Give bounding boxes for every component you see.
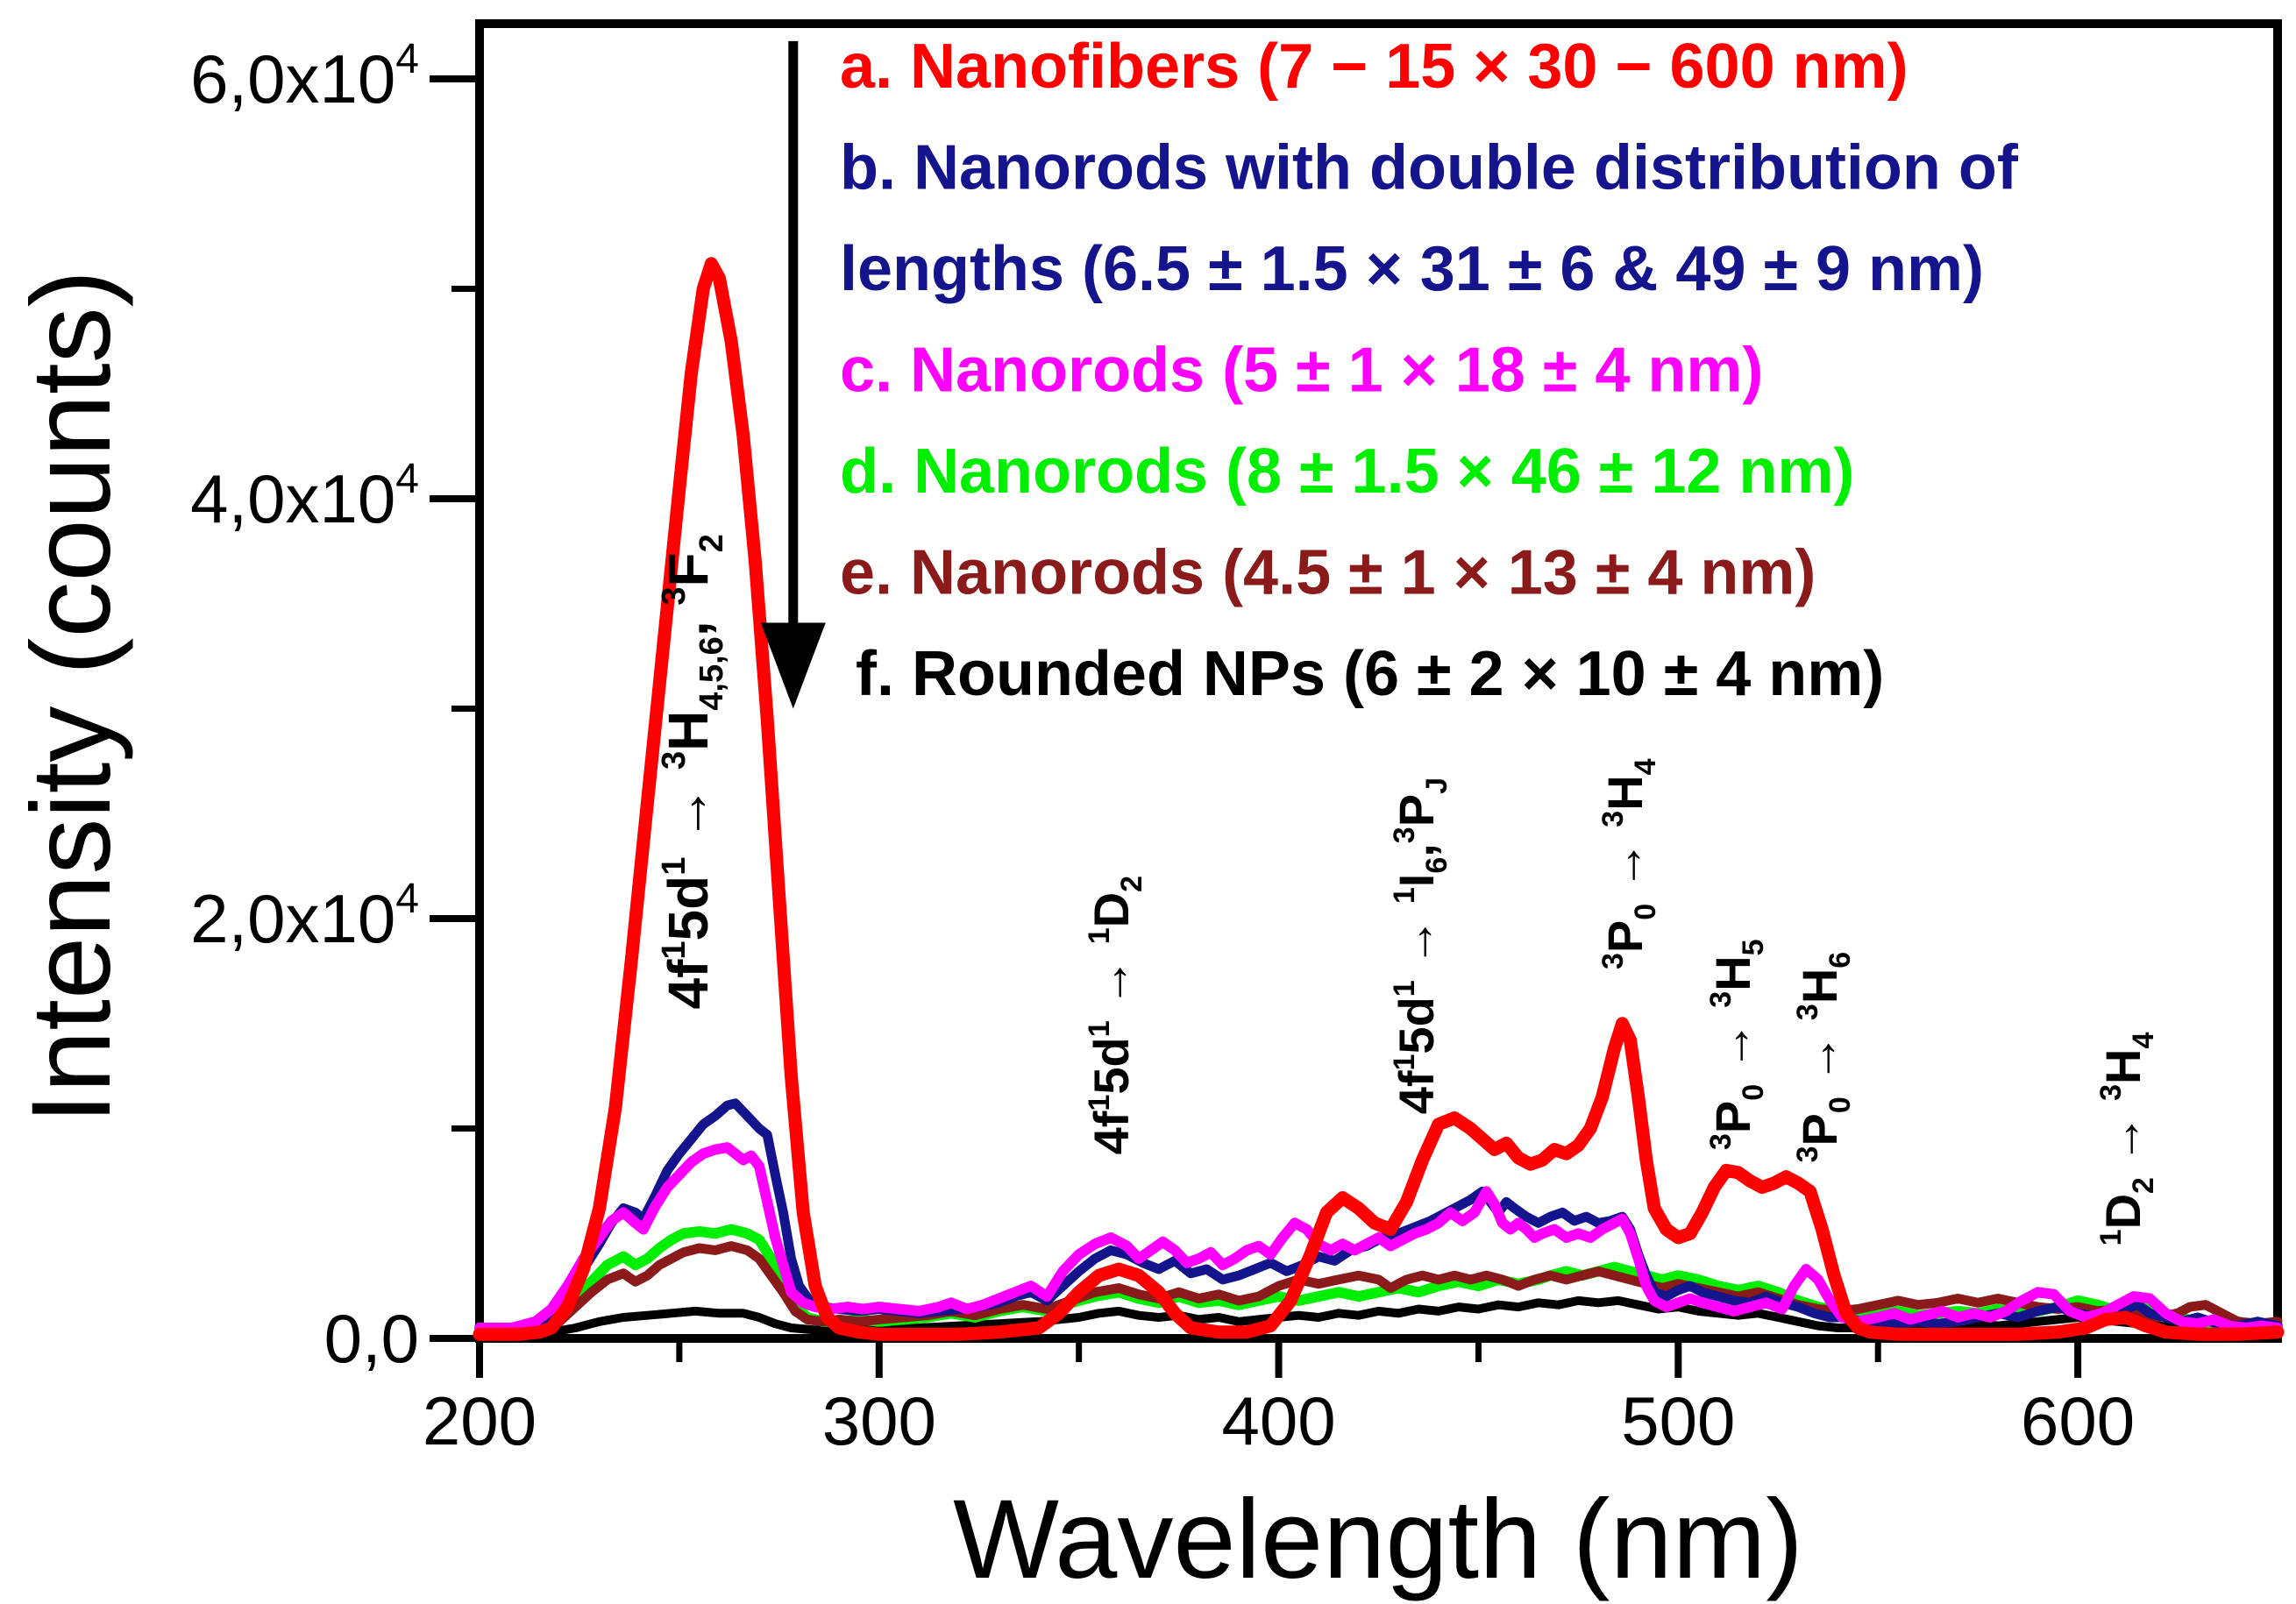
legend-line-7: f. Rounded NPs (6 ± 2 × 10 ± 4 nm)	[856, 639, 1884, 709]
legend-line-2: b. Nanorods with double distribution of	[840, 133, 2019, 203]
plot-frame	[475, 19, 2282, 1343]
transition-label-t3: 4f15d1 → 1I6,3PJ	[1388, 777, 1454, 1114]
transition-label-t5: 3P0 → 3H5	[1704, 939, 1770, 1150]
y-tick-label: 4,0x104	[190, 456, 419, 537]
legend-line-6: e. Nanorods (4.5 ± 1 × 13 ± 4 nm)	[840, 538, 1816, 608]
y-tick-label: 6,0x104	[190, 36, 419, 117]
transition-label-t7: 1D2 → 3H4	[2094, 1033, 2160, 1246]
y-axis: 0,0 2,0x104 4,0x104 6,0x104	[190, 36, 480, 1377]
series-a-curve	[473, 257, 2285, 1341]
transition-label-t1: 4f15d1 → 3H4,5,6, 3F2	[656, 534, 730, 1009]
x-tick-label: 500	[1621, 1382, 1735, 1459]
legend-line-4: c. Nanorods (5 ± 1 × 18 ± 4 nm)	[840, 336, 1763, 406]
y-tick-label: 2,0x104	[190, 876, 419, 957]
transition-annotations: 4f15d1 → 3H4,5,6, 3F2 4f15d1 → 1D2 4f15d1 …	[656, 534, 2160, 1246]
legend-line-1: a. Nanofibers (7 − 15 × 30 − 600 nm)	[840, 32, 1909, 102]
legend-line-3: lengths (6.5 ± 1.5 × 31 ± 6 & 49 ± 9 nm)	[840, 234, 1984, 304]
series-e-curve	[474, 1241, 2283, 1338]
arrow-head-icon	[760, 622, 826, 709]
series-c-curve	[474, 1142, 2283, 1333]
x-tick-label: 300	[822, 1382, 936, 1459]
series-curves	[473, 257, 2285, 1341]
legend-line-5: d. Nanorods (8 ± 1.5 × 46 ± 12 nm)	[840, 436, 1854, 507]
y-tick-label: 0,0	[324, 1300, 419, 1377]
x-axis-title: Wavelength (nm)	[953, 1477, 1803, 1602]
legend: a. Nanofibers (7 − 15 × 30 − 600 nm) b. N…	[840, 32, 2019, 709]
x-tick-label: 400	[1221, 1382, 1335, 1459]
x-tick-label: 600	[2021, 1382, 2135, 1459]
y-axis-title: Intensity (counts)	[9, 270, 134, 1125]
legend-order-arrow	[760, 40, 826, 709]
transition-label-t4: 3P0 → 3H4	[1596, 758, 1662, 969]
transition-label-t2: 4f15d1 → 1D2	[1083, 876, 1148, 1154]
plot-border	[475, 19, 2282, 1343]
x-axis: 200 300 400 500 600	[423, 1338, 2135, 1459]
transition-label-t6: 3P0 → 3H6	[1791, 952, 1857, 1163]
series-f-curve	[475, 1295, 2282, 1339]
x-tick-label: 200	[423, 1382, 537, 1459]
